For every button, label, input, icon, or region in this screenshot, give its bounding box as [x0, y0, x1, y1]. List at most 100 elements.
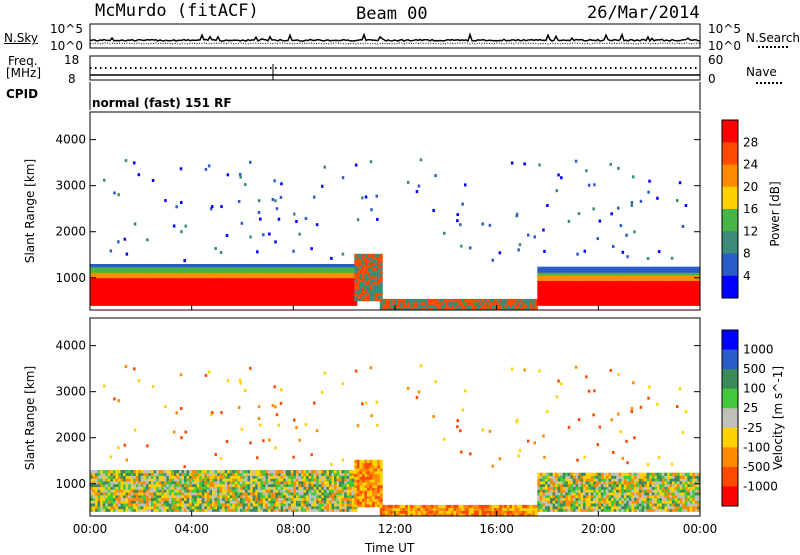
power-cell: [103, 275, 106, 278]
power-scatter: [632, 175, 635, 178]
power-cell: [664, 292, 667, 295]
freq-panel: [90, 56, 700, 80]
power-cell: [550, 278, 553, 281]
power-scatter: [180, 230, 183, 233]
power-cell: [342, 278, 345, 281]
power-cell: [164, 286, 167, 289]
power-cell: [652, 278, 655, 281]
power-cell: [629, 286, 632, 289]
power-cell: [115, 292, 118, 295]
power-cell: [459, 305, 462, 308]
velocity-cell: [319, 506, 322, 509]
power-scatter: [238, 200, 241, 203]
velocity-cell: [123, 476, 126, 479]
velocity-cell: [110, 476, 113, 479]
velocity-cell: [403, 505, 406, 508]
power-cell: [695, 270, 698, 273]
power-cell: [415, 299, 418, 302]
velocity-cell: [220, 492, 223, 495]
velocity-cell: [258, 470, 261, 473]
power-cell: [329, 275, 332, 278]
velocity-cell: [306, 470, 309, 473]
velocity-cell: [123, 498, 126, 501]
velocity-cell: [311, 503, 314, 506]
power-cell: [194, 275, 197, 278]
power-cell: [311, 270, 314, 273]
power-cell: [133, 286, 136, 289]
power-cell: [603, 275, 606, 278]
power-cell: [451, 302, 454, 305]
power-cell: [123, 270, 126, 273]
velocity-cell: [359, 485, 362, 488]
power-scatter: [511, 162, 514, 165]
velocity-cell: [237, 489, 240, 492]
power-cell: [159, 297, 162, 300]
power-cell: [329, 292, 332, 295]
power-cell: [372, 254, 375, 257]
power-scatter: [542, 229, 545, 232]
power-cell: [642, 267, 645, 270]
velocity-cell: [372, 468, 375, 471]
power-cell: [103, 300, 106, 303]
power-cell: [281, 275, 284, 278]
power-cell: [664, 300, 667, 303]
velocity-cell: [98, 498, 101, 501]
velocity-cell: [202, 481, 205, 484]
power-scatter: [220, 251, 223, 254]
power-cell: [555, 286, 558, 289]
power-cell: [141, 283, 144, 286]
power-scatter: [593, 183, 596, 186]
power-cell: [293, 286, 296, 289]
power-cell: [652, 267, 655, 270]
power-cell: [672, 292, 675, 295]
power-scatter: [321, 185, 324, 188]
velocity-cell: [288, 498, 291, 501]
power-cell: [202, 300, 205, 303]
power-cell: [695, 292, 698, 295]
velocity-cell: [372, 485, 375, 488]
velocity-cell: [342, 503, 345, 506]
velocity-cell: [237, 503, 240, 506]
power-cell: [184, 275, 187, 278]
power-cell: [293, 283, 296, 286]
power-cell: [215, 270, 218, 273]
power-cell: [184, 278, 187, 281]
power-cell: [319, 278, 322, 281]
power-cell: [220, 300, 223, 303]
power-cell: [164, 283, 167, 286]
power-cell: [93, 270, 96, 273]
power-cell: [133, 275, 136, 278]
power-cell: [690, 278, 693, 281]
velocity-cell: [390, 511, 393, 514]
velocity-cell: [367, 476, 370, 479]
power-cell: [690, 283, 693, 286]
velocity-cell: [281, 484, 284, 487]
power-cell: [415, 305, 418, 308]
power-cell: [319, 270, 322, 273]
power-cell: [237, 275, 240, 278]
power-cell: [189, 286, 192, 289]
power-cell: [542, 267, 545, 270]
power-cell: [103, 286, 106, 289]
velocity-cell: [380, 479, 383, 482]
power-cell: [647, 267, 650, 270]
power-cell: [611, 267, 614, 270]
power-scatter: [523, 162, 526, 165]
power-cell: [250, 275, 253, 278]
power-cell: [629, 275, 632, 278]
power-cell: [263, 292, 266, 295]
power-cell: [476, 305, 479, 308]
power-cell: [464, 299, 467, 302]
power-cell: [550, 283, 553, 286]
power-cell: [586, 286, 589, 289]
velocity-cell: [184, 484, 187, 487]
power-scatter: [146, 238, 149, 241]
velocity-cell: [263, 484, 266, 487]
power-cell: [542, 292, 545, 295]
power-cell: [573, 267, 576, 270]
velocity-cell: [98, 489, 101, 492]
velocity-cell: [367, 463, 370, 466]
power-cell: [306, 270, 309, 273]
velocity-cell: [354, 468, 357, 471]
power-cell: [403, 305, 406, 308]
